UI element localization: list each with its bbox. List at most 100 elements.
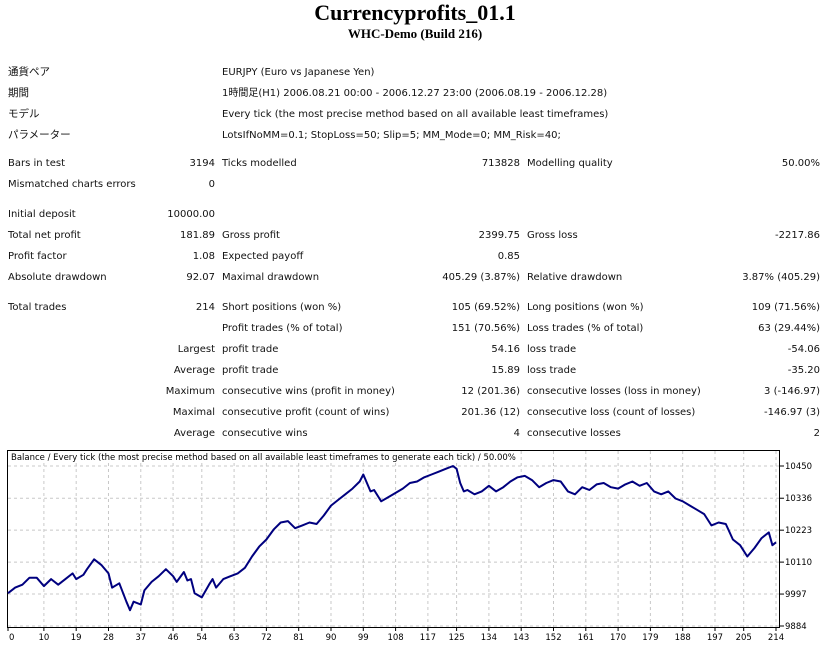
initial-deposit-label: Initial deposit [8, 209, 76, 220]
x-tick-label: 90 [326, 633, 337, 643]
ticks-modelled-value: 713828 [481, 158, 520, 169]
x-tick-label: 108 [387, 633, 403, 643]
long-positions-label: Long positions (won %) [527, 302, 644, 313]
modelling-quality-label: Modelling quality [527, 158, 613, 169]
grid-lines [8, 451, 779, 627]
y-tick-label: 10223 [785, 526, 812, 536]
info-row-period: 期間 1時間足(H1) 2006.08.21 00:00 - 2006.12.2… [0, 83, 830, 104]
x-tick-label: 170 [610, 633, 626, 643]
average-profit-value: 15.89 [491, 365, 520, 376]
avg-consec-losses-label: consecutive losses [527, 428, 621, 439]
total-net-profit-value: 181.89 [180, 230, 215, 241]
report-subtitle: WHC-Demo (Build 216) [347, 26, 483, 41]
largest-loss-value: -54.06 [787, 344, 820, 355]
maximal-consec-profit-value: 201.36 (12) [461, 407, 520, 418]
info-row-parameters: パラメーター LotsIfNoMM=0.1; StopLoss=50; Slip… [0, 125, 830, 146]
balance-chart: 0 10 19 28 37 46 54 63 72 81 90 99 108 117 125 134 143 15… [0, 446, 830, 644]
info-value: EURJPY (Euro vs Japanese Yen) [222, 67, 375, 78]
x-tick-label: 179 [642, 633, 658, 643]
stats-row-average: Average profit trade 15.89 loss trade -3… [0, 360, 830, 381]
info-value: 1時間足(H1) 2006.08.21 00:00 - 2006.12.27 2… [222, 88, 608, 99]
relative-drawdown-label: Relative drawdown [527, 272, 623, 283]
x-tick-label: 54 [196, 633, 207, 643]
stats-row-mismatched: Mismatched charts errors 0 [0, 174, 830, 195]
x-tick-label: 117 [420, 633, 436, 643]
short-positions-label: Short positions (won %) [222, 302, 342, 313]
max-consec-losses-value: 3 (-146.97) [764, 386, 820, 397]
avg-consec-losses-value: 2 [813, 428, 820, 439]
relative-drawdown-value: 3.87% (405.29) [742, 272, 820, 283]
stats-row-maximum-consecutive: Maximum consecutive wins (profit in mone… [0, 381, 830, 402]
profit-trades-label: Profit trades (% of total) [222, 323, 343, 334]
gross-loss-value: -2217.86 [775, 230, 820, 241]
x-tick-label: 99 [358, 633, 369, 643]
stats-row-maximal-consecutive: Maximal consecutive profit (count of win… [0, 402, 830, 423]
mismatched-label: Mismatched charts errors [8, 179, 136, 190]
x-tick-label: 46 [168, 633, 179, 643]
initial-deposit-value: 10000.00 [167, 209, 215, 220]
stats-row-largest: Largest profit trade 54.16 loss trade -5… [0, 339, 830, 360]
stats-row-net-profit: Total net profit 181.89 Gross profit 239… [0, 225, 830, 246]
maximal-drawdown-label: Maximal drawdown [222, 272, 320, 283]
stats-row-bars: Bars in test 3194 Ticks modelled 713828 … [0, 153, 830, 174]
maximal-consec-profit-label: consecutive profit (count of wins) [222, 407, 390, 418]
maximal-prefix: Maximal [172, 407, 215, 418]
x-tick-label: 197 [707, 633, 723, 643]
maximum-prefix: Maximum [165, 386, 215, 397]
x-tick-label: 81 [293, 633, 304, 643]
info-label: 通貨ペア [8, 66, 50, 78]
x-tick-label: 37 [135, 633, 146, 643]
info-label: パラメーター [8, 129, 71, 141]
gross-loss-label: Gross loss [527, 230, 578, 241]
x-tick-label: 19 [71, 633, 82, 643]
largest-profit-label: profit trade [222, 344, 279, 355]
chart-title-bg [8, 451, 508, 463]
x-tick-label: 188 [675, 633, 691, 643]
largest-loss-label: loss trade [527, 344, 577, 355]
y-tick-label: 10336 [785, 494, 812, 504]
x-tick-label: 63 [229, 633, 240, 643]
maximal-drawdown-value: 405.29 (3.87%) [442, 272, 520, 283]
info-row-model: モデル Every tick (the most precise method … [0, 104, 830, 125]
average-consec-prefix: Average [173, 428, 215, 439]
x-tick-label: 125 [448, 633, 464, 643]
avg-consec-wins-label: consecutive wins [222, 428, 308, 439]
info-value: Every tick (the most precise method base… [222, 109, 609, 120]
y-tick-label: 10450 [785, 462, 812, 472]
x-tick-label: 10 [38, 633, 49, 643]
profit-trades-value: 151 (70.56%) [451, 323, 520, 334]
average-prefix: Average [173, 365, 215, 376]
stats-row-profit-trades: Profit trades (% of total) 151 (70.56%) … [0, 318, 830, 339]
profit-factor-label: Profit factor [8, 251, 67, 262]
modelling-quality-value: 50.00% [781, 158, 820, 169]
info-label: 期間 [8, 87, 29, 99]
max-consec-wins-value: 12 (201.36) [461, 386, 520, 397]
maximal-consec-loss-label: consecutive loss (count of losses) [527, 407, 696, 418]
y-tick-label: 9997 [785, 590, 807, 600]
x-tick-label: 0 [9, 633, 14, 643]
stats-row-profit-factor: Profit factor 1.08 Expected payoff 0.85 [0, 246, 830, 267]
x-tick-label: 152 [545, 633, 561, 643]
balance-chart-svg: 0 10 19 28 37 46 54 63 72 81 90 99 108 117 125 134 143 15… [7, 450, 812, 643]
total-trades-label: Total trades [8, 302, 67, 313]
y-axis-ticks: 9884 9997 10110 10223 10336 10450 [780, 462, 812, 632]
balance-line [7, 465, 777, 612]
stats-row-total-trades: Total trades 214 Short positions (won %)… [0, 297, 830, 318]
bars-in-test-value: 3194 [189, 158, 215, 169]
average-loss-value: -35.20 [787, 365, 820, 376]
x-tick-label: 143 [513, 633, 529, 643]
info-row-symbol: 通貨ペア EURJPY (Euro vs Japanese Yen) [0, 62, 830, 83]
report-title: Currencyprofits_01.1 [314, 0, 516, 25]
info-label: モデル [8, 108, 40, 120]
largest-prefix: Largest [177, 344, 215, 355]
loss-trades-value: 63 (29.44%) [758, 323, 820, 334]
y-tick-label: 9884 [785, 622, 807, 632]
bars-in-test-label: Bars in test [8, 158, 65, 169]
x-tick-label: 72 [261, 633, 272, 643]
x-axis-ticks: 0 10 19 28 37 46 54 63 72 81 90 99 108 117 125 134 143 15… [7, 627, 784, 643]
x-tick-label: 214 [768, 633, 784, 643]
gross-profit-label: Gross profit [222, 230, 280, 241]
x-tick-label: 161 [578, 633, 594, 643]
x-tick-label: 134 [481, 633, 497, 643]
stats-row-drawdown: Absolute drawdown 92.07 Maximal drawdown… [0, 267, 830, 288]
